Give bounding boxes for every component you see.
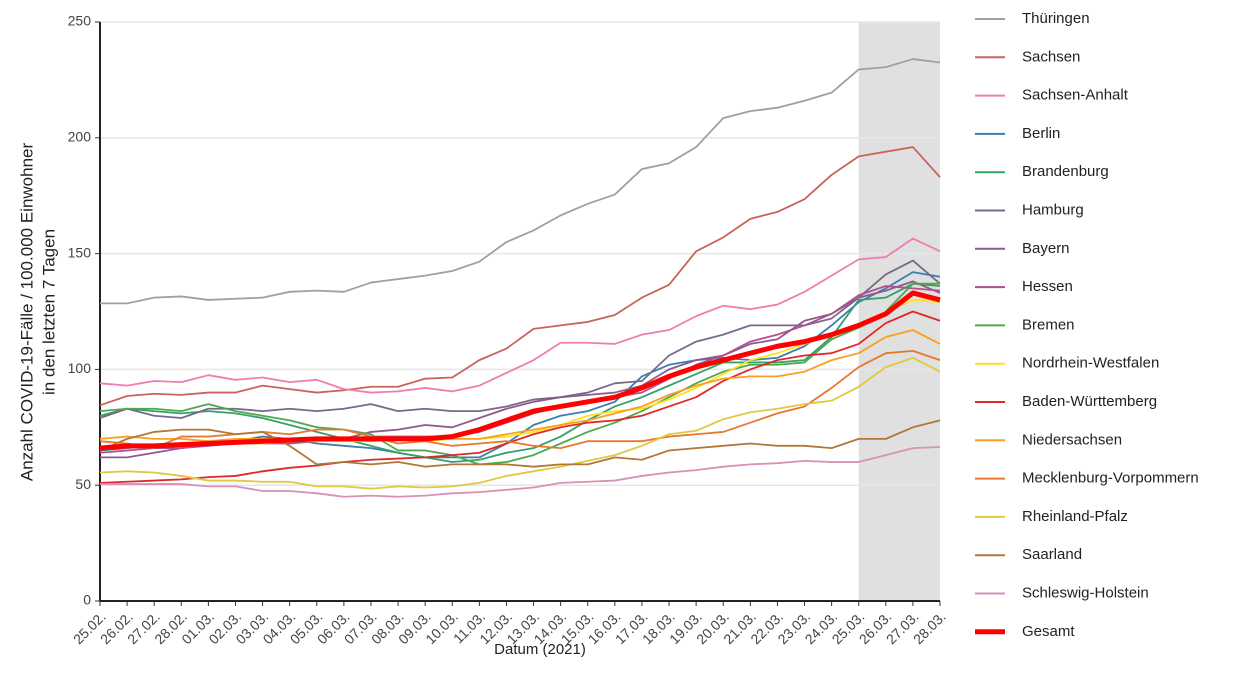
y-axis-label: in den letzten 7 Tagen [39, 229, 58, 395]
legend-label: Rheinland-Pfalz [1022, 508, 1128, 525]
legend-label: Bayern [1022, 240, 1070, 257]
legend-label: Brandenburg [1022, 163, 1109, 180]
y-tick-label: 250 [68, 13, 92, 29]
y-tick-label: 50 [75, 476, 91, 492]
legend-label: Saarland [1022, 546, 1082, 563]
legend-label: Schleswig-Holstein [1022, 584, 1149, 601]
legend-label: Berlin [1022, 125, 1060, 142]
series-line [99, 419, 941, 468]
legend-label: Hamburg [1022, 201, 1084, 218]
legend-label: Niedersachsen [1022, 431, 1122, 448]
y-tick-label: 150 [68, 244, 92, 260]
legend-label: Baden-Württemberg [1022, 393, 1157, 410]
series-line [99, 282, 940, 466]
series-line [99, 259, 941, 419]
legend-label: Nordrhein-Westfalen [1022, 355, 1159, 372]
legend-label: Bremen [1022, 316, 1075, 333]
series-line [99, 146, 941, 407]
legend-label: Gesamt [1022, 623, 1075, 640]
series-line [99, 237, 941, 394]
x-axis-label: Datum (2021) [494, 641, 586, 658]
series-line [100, 446, 941, 498]
series-line [99, 290, 941, 451]
legend-label: Thüringen [1022, 10, 1090, 27]
legend-label: Sachsen [1022, 48, 1080, 65]
highlight-band [858, 22, 940, 601]
y-tick-label: 200 [68, 129, 92, 145]
series-line [99, 356, 941, 490]
series-line [99, 282, 941, 463]
y-tick-label: 0 [83, 592, 91, 608]
legend-label: Sachsen-Anhalt [1022, 87, 1129, 104]
legend-label: Mecklenburg-Vorpommern [1022, 470, 1199, 487]
series-line [100, 58, 941, 305]
y-axis-label: Anzahl COVID-19-Fälle / 100.000 Einwohne… [17, 143, 36, 482]
series-line [99, 310, 941, 484]
series-line [99, 329, 941, 443]
legend-label: Hessen [1022, 278, 1073, 295]
y-tick-label: 100 [68, 360, 92, 376]
